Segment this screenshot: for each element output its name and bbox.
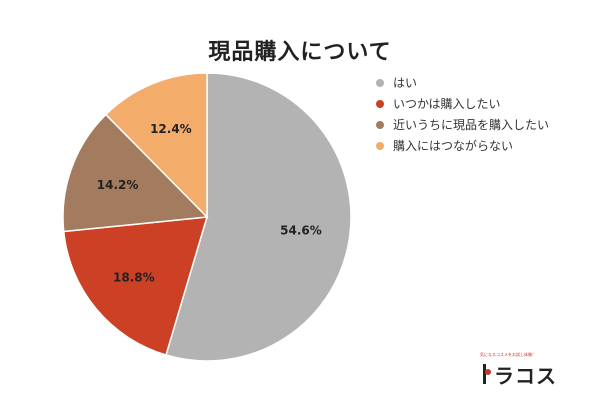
legend-label: いつかは購入したい bbox=[393, 97, 501, 111]
legend-label: 購入にはつながらない bbox=[393, 139, 514, 153]
logo: 気になるコスメをお試し体験！ ラコス bbox=[480, 350, 576, 390]
slice-data-label-3: 14.2% bbox=[97, 178, 139, 192]
legend-item-3: 近いうちに現品を購入したい bbox=[376, 114, 549, 135]
logo-mark-icon bbox=[483, 364, 491, 384]
legend-item-1: はい bbox=[376, 72, 549, 93]
pie-slice-4 bbox=[104, 72, 208, 219]
slice-data-label-4: 12.4% bbox=[150, 122, 192, 136]
slice-data-label-1: 54.6% bbox=[280, 224, 322, 238]
logo-tagline: 気になるコスメをお試し体験！ bbox=[480, 352, 536, 357]
legend-label: はい bbox=[393, 76, 418, 90]
legend-swatch bbox=[376, 141, 384, 150]
legend-swatch bbox=[376, 99, 384, 108]
legend-swatch bbox=[376, 120, 384, 129]
pie-slice-2 bbox=[62, 216, 209, 356]
legend-item-4: 購入にはつながらない bbox=[376, 135, 549, 156]
legend-label: 近いうちに現品を購入したい bbox=[393, 118, 550, 132]
slice-data-label-2: 18.8% bbox=[113, 271, 155, 285]
legend-swatch bbox=[376, 78, 384, 87]
chart-title: 現品購入について bbox=[208, 40, 392, 65]
logo-name: ラコス bbox=[494, 364, 557, 388]
legend: はいいつかは購入したい近いうちに現品を購入したい 購入にはつながらない bbox=[376, 72, 549, 156]
legend-item-2: いつかは購入したい bbox=[376, 93, 549, 114]
pie-slice-3 bbox=[62, 113, 209, 233]
pie-slice-1 bbox=[165, 72, 352, 362]
